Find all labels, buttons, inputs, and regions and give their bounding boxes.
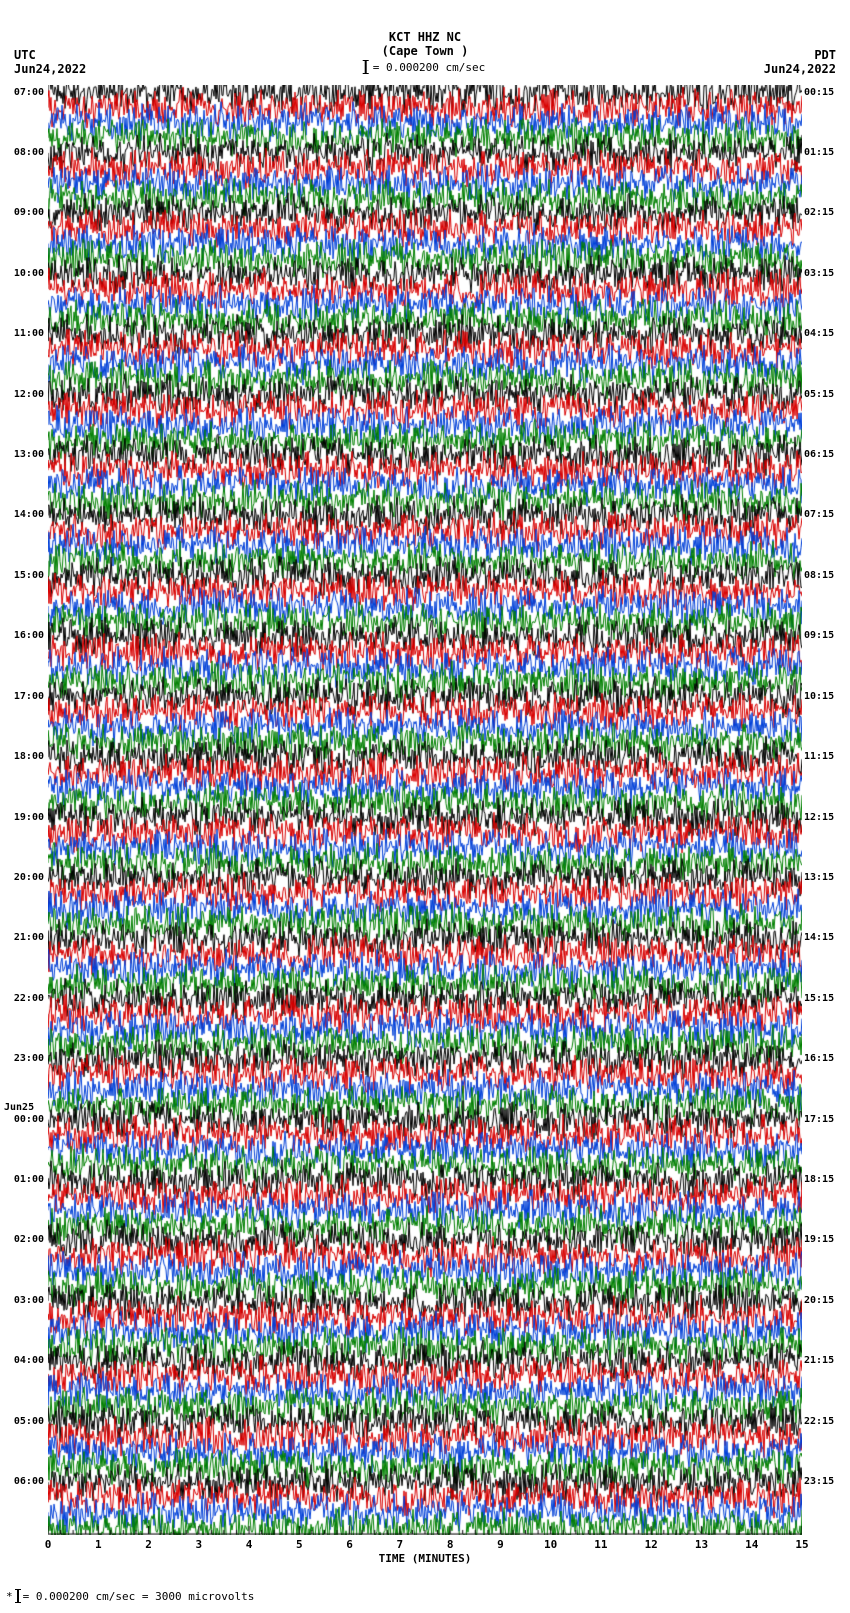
plot-area: 07:0008:0009:0010:0011:0012:0013:0014:00… bbox=[48, 85, 802, 1535]
utc-hour-label: 02:00 bbox=[4, 1234, 44, 1245]
tz-right-label: PDT bbox=[814, 48, 836, 62]
x-tick-label: 7 bbox=[397, 1538, 404, 1551]
x-tick-label: 11 bbox=[594, 1538, 607, 1551]
x-tick-label: 14 bbox=[745, 1538, 758, 1551]
utc-hour-label: 00:00 bbox=[4, 1114, 44, 1125]
x-tick-label: 13 bbox=[695, 1538, 708, 1551]
pdt-hour-label: 08:15 bbox=[804, 570, 844, 581]
utc-hour-label: 19:00 bbox=[4, 812, 44, 823]
pdt-hour-label: 19:15 bbox=[804, 1234, 844, 1245]
pdt-hour-label: 15:15 bbox=[804, 993, 844, 1004]
utc-hour-label: 04:00 bbox=[4, 1355, 44, 1366]
pdt-hour-label: 04:15 bbox=[804, 328, 844, 339]
utc-hour-label: 21:00 bbox=[4, 932, 44, 943]
x-tick-label: 4 bbox=[246, 1538, 253, 1551]
footer-prefix: * bbox=[6, 1590, 13, 1603]
footer-scale-bar-icon bbox=[17, 1589, 19, 1603]
pdt-hour-label: 12:15 bbox=[804, 812, 844, 823]
pdt-hour-label: 16:15 bbox=[804, 1053, 844, 1064]
x-tick-label: 10 bbox=[544, 1538, 557, 1551]
pdt-hour-label: 22:15 bbox=[804, 1416, 844, 1427]
x-tick-label: 2 bbox=[145, 1538, 152, 1551]
x-axis: 0123456789101112131415 TIME (MINUTES) bbox=[48, 1528, 802, 1558]
x-tick-label: 0 bbox=[45, 1538, 52, 1551]
utc-hour-label: 11:00 bbox=[4, 328, 44, 339]
utc-hour-label: 06:00 bbox=[4, 1476, 44, 1487]
pdt-hour-label: 07:15 bbox=[804, 509, 844, 520]
utc-hour-label: 10:00 bbox=[4, 268, 44, 279]
utc-hour-label: 12:00 bbox=[4, 389, 44, 400]
utc-hour-label: 03:00 bbox=[4, 1295, 44, 1306]
seismogram-canvas bbox=[48, 85, 802, 1535]
station-title: KCT HHZ NC bbox=[389, 30, 461, 44]
utc-hour-label: 18:00 bbox=[4, 751, 44, 762]
utc-hour-label: 16:00 bbox=[4, 630, 44, 641]
pdt-hour-label: 20:15 bbox=[804, 1295, 844, 1306]
pdt-hour-label: 14:15 bbox=[804, 932, 844, 943]
utc-hour-label: 14:00 bbox=[4, 509, 44, 520]
pdt-hour-label: 06:15 bbox=[804, 449, 844, 460]
date-left-label: Jun24,2022 bbox=[14, 62, 86, 76]
pdt-hour-label: 18:15 bbox=[804, 1174, 844, 1185]
x-axis-title: TIME (MINUTES) bbox=[379, 1552, 472, 1565]
pdt-hour-label: 13:15 bbox=[804, 872, 844, 883]
scale-text: = 0.000200 cm/sec bbox=[373, 61, 486, 74]
utc-hour-label: 13:00 bbox=[4, 449, 44, 460]
pdt-hour-label: 00:15 bbox=[804, 87, 844, 98]
pdt-hour-label: 02:15 bbox=[804, 207, 844, 218]
day-break-label: Jun25 bbox=[4, 1102, 34, 1113]
utc-hour-label: 23:00 bbox=[4, 1053, 44, 1064]
seismogram-container: KCT HHZ NC (Cape Town ) = 0.000200 cm/se… bbox=[0, 0, 850, 1613]
utc-hour-label: 01:00 bbox=[4, 1174, 44, 1185]
scale-bar-icon bbox=[365, 60, 367, 74]
footer: * = 0.000200 cm/sec = 3000 microvolts bbox=[6, 1589, 254, 1603]
x-tick-label: 1 bbox=[95, 1538, 102, 1551]
pdt-hour-label: 23:15 bbox=[804, 1476, 844, 1487]
utc-hour-label: 15:00 bbox=[4, 570, 44, 581]
pdt-hour-label: 10:15 bbox=[804, 691, 844, 702]
x-tick-label: 6 bbox=[346, 1538, 353, 1551]
scale-indicator: = 0.000200 cm/sec bbox=[365, 60, 486, 74]
x-tick-label: 8 bbox=[447, 1538, 454, 1551]
pdt-hour-label: 09:15 bbox=[804, 630, 844, 641]
pdt-hour-label: 21:15 bbox=[804, 1355, 844, 1366]
utc-hour-label: 07:00 bbox=[4, 87, 44, 98]
pdt-hour-label: 17:15 bbox=[804, 1114, 844, 1125]
pdt-hour-label: 05:15 bbox=[804, 389, 844, 400]
pdt-hour-label: 01:15 bbox=[804, 147, 844, 158]
x-tick-label: 5 bbox=[296, 1538, 303, 1551]
utc-hour-label: 22:00 bbox=[4, 993, 44, 1004]
tz-left-label: UTC bbox=[14, 48, 36, 62]
utc-hour-label: 08:00 bbox=[4, 147, 44, 158]
footer-text: = 0.000200 cm/sec = 3000 microvolts bbox=[23, 1590, 255, 1603]
header: KCT HHZ NC (Cape Town ) = 0.000200 cm/se… bbox=[0, 0, 850, 80]
pdt-hour-label: 03:15 bbox=[804, 268, 844, 279]
utc-hour-label: 17:00 bbox=[4, 691, 44, 702]
utc-hour-label: 09:00 bbox=[4, 207, 44, 218]
x-tick-label: 9 bbox=[497, 1538, 504, 1551]
pdt-hour-label: 11:15 bbox=[804, 751, 844, 762]
utc-hour-label: 20:00 bbox=[4, 872, 44, 883]
date-right-label: Jun24,2022 bbox=[764, 62, 836, 76]
x-tick-label: 3 bbox=[195, 1538, 202, 1551]
x-tick-label: 12 bbox=[645, 1538, 658, 1551]
x-tick-label: 15 bbox=[795, 1538, 808, 1551]
utc-hour-label: 05:00 bbox=[4, 1416, 44, 1427]
location-title: (Cape Town ) bbox=[382, 44, 469, 58]
